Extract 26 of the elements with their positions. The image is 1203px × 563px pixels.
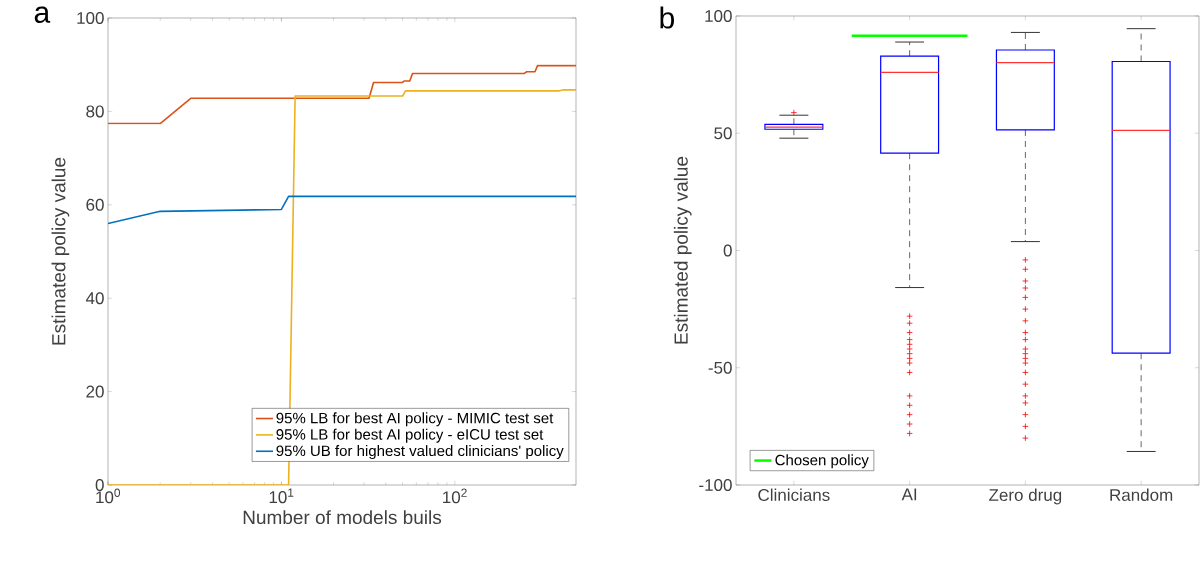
y-tick-label: 0 [723, 244, 732, 257]
y-tick-label: 50 [714, 127, 732, 140]
legend-label: 95% UB for highest valued clinicians' policy [276, 445, 564, 460]
y-tick-label: 40 [85, 292, 104, 305]
y-tick-label: 0 [95, 478, 104, 492]
text: b [660, 6, 674, 29]
y-tick-label: 100 [77, 11, 104, 25]
text: a [34, 6, 51, 23]
y-tick-label: -100 [699, 478, 732, 492]
y-tick-label: 20 [86, 385, 104, 398]
x-tick-label: 10$^{2}$ [443, 488, 467, 504]
legend-label: 95% LB for best AI policy - MIMIC test set [276, 412, 554, 427]
y-tick-label: 60 [86, 198, 104, 211]
x-tick-label: Random [1110, 488, 1173, 502]
legend-label: 95% LB for best AI policy - eICU test set [276, 428, 544, 443]
y-axis-title: Estimated policy value [51, 157, 70, 345]
x-axis-title: Number of models buils [243, 510, 442, 525]
x-tick-label: AI [901, 488, 917, 501]
y-tick-label: -50 [708, 361, 732, 374]
legend-label: Chosen policy [775, 454, 869, 469]
y-tick-label: 100 [705, 9, 732, 23]
y-axis-title: Estimated policy value [673, 156, 692, 344]
x-tick-label: Clinicians [758, 488, 830, 502]
y-tick-label: 80 [86, 105, 104, 118]
x-tick-label: 10$^{1}$ [269, 488, 294, 504]
x-tick-label: Zero drug [989, 488, 1062, 505]
